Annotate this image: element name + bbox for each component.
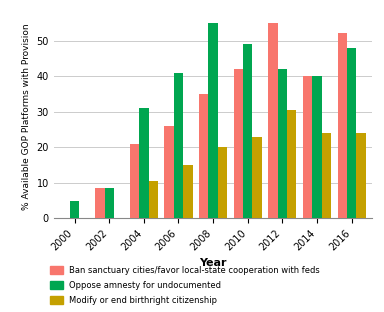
Bar <box>139 108 149 218</box>
Bar <box>209 23 218 218</box>
Bar <box>347 48 356 218</box>
Y-axis label: % Available GOP Platforms with Provision: % Available GOP Platforms with Provision <box>22 24 31 210</box>
Bar <box>95 188 104 218</box>
Bar <box>183 165 192 218</box>
Bar <box>268 23 278 218</box>
Bar <box>174 72 183 218</box>
Bar <box>70 201 79 218</box>
Legend: Ban sanctuary cities/favor local-state cooperation with feds, Oppose amnesty for: Ban sanctuary cities/favor local-state c… <box>50 266 320 305</box>
Bar <box>130 144 139 218</box>
Bar <box>278 69 287 218</box>
Bar <box>218 147 227 218</box>
Bar <box>252 137 262 218</box>
Bar <box>303 76 312 218</box>
Bar <box>312 76 322 218</box>
Bar <box>149 181 158 218</box>
Bar <box>243 44 252 218</box>
Bar <box>164 126 174 218</box>
X-axis label: Year: Year <box>199 258 227 268</box>
Bar <box>338 33 347 218</box>
Bar <box>104 188 114 218</box>
Bar <box>287 110 296 218</box>
Bar <box>322 133 331 218</box>
Bar <box>356 133 366 218</box>
Bar <box>199 94 209 218</box>
Bar <box>234 69 243 218</box>
